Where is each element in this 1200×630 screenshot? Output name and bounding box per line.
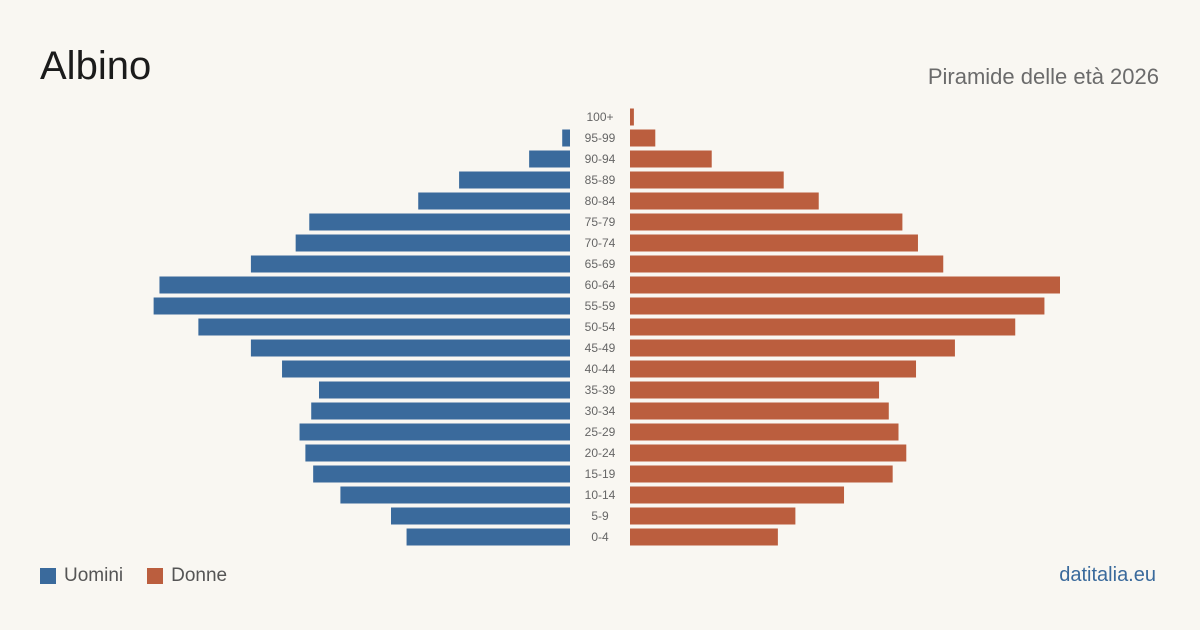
bar-men-60-64 (159, 276, 570, 294)
bar-men-50-54 (198, 318, 571, 336)
page-title: Albino (40, 44, 152, 88)
legend-swatch-men (40, 568, 56, 584)
legend-item-men: Uomini (40, 565, 123, 587)
legend-item-women: Donne (147, 565, 227, 587)
bar-women-25-29 (630, 423, 899, 441)
bar-men-85-89 (459, 171, 570, 189)
legend-label-women: Donne (171, 565, 228, 586)
bar-men-40-44 (282, 360, 570, 378)
bar-women-50-54 (630, 318, 1016, 336)
bar-women-70-74 (630, 234, 918, 252)
legend-label-men: Uomini (64, 565, 124, 586)
bar-men-30-34 (311, 402, 570, 420)
bar-men-35-39 (319, 381, 570, 399)
bar-women-10-14 (630, 486, 845, 504)
bar-women-90-94 (630, 150, 712, 168)
age-label-10-14: 10-14 (585, 488, 616, 502)
age-label-20-24: 20-24 (585, 446, 616, 460)
age-label-75-79: 75-79 (585, 215, 616, 229)
age-label-100+: 100+ (586, 110, 613, 124)
bar-men-15-19 (313, 465, 570, 483)
bar-women-100+ (630, 108, 634, 126)
bar-women-85-89 (630, 171, 784, 189)
bar-men-75-79 (309, 213, 570, 231)
age-label-40-44: 40-44 (585, 362, 616, 376)
bar-women-15-19 (630, 465, 893, 483)
bar-women-95-99 (630, 129, 656, 147)
bar-women-30-34 (630, 402, 889, 420)
bar-men-55-59 (153, 297, 570, 315)
age-label-25-29: 25-29 (585, 425, 616, 439)
bar-women-35-39 (630, 381, 880, 399)
age-label-70-74: 70-74 (585, 236, 616, 250)
bar-men-95-99 (562, 129, 570, 147)
age-label-55-59: 55-59 (585, 299, 616, 313)
bar-women-5-9 (630, 507, 796, 525)
bar-men-10-14 (340, 486, 570, 504)
bar-women-45-49 (630, 339, 955, 357)
age-label-45-49: 45-49 (585, 341, 616, 355)
bar-men-80-84 (418, 192, 570, 210)
bar-women-55-59 (630, 297, 1045, 315)
bar-women-40-44 (630, 360, 917, 378)
site-link[interactable]: datitalia.eu (1059, 564, 1156, 586)
age-label-0-4: 0-4 (591, 530, 609, 544)
bar-men-65-69 (250, 255, 571, 273)
bar-women-65-69 (630, 255, 944, 273)
age-label-5-9: 5-9 (591, 509, 609, 523)
bar-women-80-84 (630, 192, 819, 210)
legend-swatch-women (147, 568, 164, 584)
bar-men-70-74 (295, 234, 570, 252)
bar-women-0-4 (630, 528, 778, 546)
bar-women-60-64 (630, 276, 1060, 294)
age-label-65-69: 65-69 (585, 257, 616, 271)
bar-men-25-29 (299, 423, 570, 441)
chart-legend: Uomini Donne (40, 565, 251, 587)
age-label-30-34: 30-34 (585, 404, 616, 418)
age-label-80-84: 80-84 (585, 194, 616, 208)
age-label-85-89: 85-89 (585, 173, 616, 187)
bar-men-20-24 (305, 444, 570, 462)
bar-women-20-24 (630, 444, 907, 462)
chart-subtitle: Piramide delle età 2026 (927, 64, 1159, 89)
age-label-35-39: 35-39 (585, 383, 616, 397)
bar-men-0-4 (406, 528, 570, 546)
age-label-90-94: 90-94 (585, 152, 616, 166)
age-label-95-99: 95-99 (585, 131, 616, 145)
age-label-50-54: 50-54 (585, 320, 616, 334)
bar-men-45-49 (250, 339, 571, 357)
age-label-15-19: 15-19 (585, 467, 616, 481)
age-label-60-64: 60-64 (585, 278, 616, 292)
bar-men-90-94 (529, 150, 570, 168)
bar-men-5-9 (390, 507, 570, 525)
bar-women-75-79 (630, 213, 903, 231)
